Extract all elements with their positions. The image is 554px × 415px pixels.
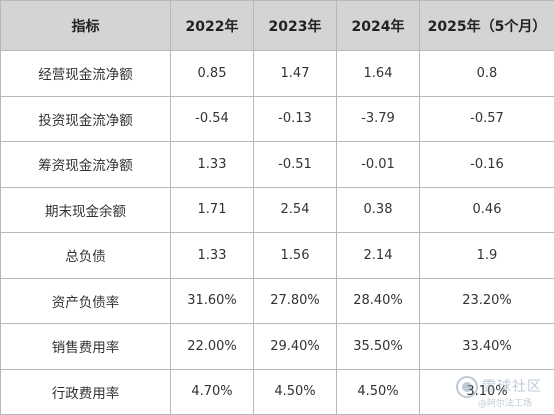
table-cell: 4.50% [337,369,420,415]
row-label: 筹资现金流净额 [1,142,171,188]
header-2024: 2024年 [337,1,420,51]
header-2023: 2023年 [254,1,337,51]
table-cell: 1.56 [254,233,337,279]
table-cell: 31.60% [171,278,254,324]
table-cell: 1.71 [171,187,254,233]
table-cell: 35.50% [337,324,420,370]
table-cell: 28.40% [337,278,420,324]
table-cell: -0.01 [337,142,420,188]
table-cell: 1.47 [254,51,337,97]
table-row: 行政费用率 4.70% 4.50% 4.50% 3.10% [1,369,554,415]
table-cell: -0.13 [254,96,337,142]
table-cell: 0.8 [420,51,554,97]
table-row: 销售费用率 22.00% 29.40% 35.50% 33.40% [1,324,554,370]
table-row: 资产负债率 31.60% 27.80% 28.40% 23.20% [1,278,554,324]
table-cell: -0.16 [420,142,554,188]
header-row: 指标 2022年 2023年 2024年 2025年（5个月） [1,1,554,51]
table-cell: 1.33 [171,233,254,279]
table-cell: -3.79 [337,96,420,142]
table-row: 总负债 1.33 1.56 2.14 1.9 [1,233,554,279]
header-indicator: 指标 [1,1,171,51]
table-cell: -0.54 [171,96,254,142]
row-label: 总负债 [1,233,171,279]
table-row: 筹资现金流净额 1.33 -0.51 -0.01 -0.16 [1,142,554,188]
table-body: 经营现金流净额 0.85 1.47 1.64 0.8 投资现金流净额 -0.54… [1,51,554,415]
row-label: 投资现金流净额 [1,96,171,142]
table-cell: 22.00% [171,324,254,370]
table-cell: 33.40% [420,324,554,370]
table-cell: 0.85 [171,51,254,97]
table-cell: 1.64 [337,51,420,97]
table-cell: 23.20% [420,278,554,324]
table-row: 经营现金流净额 0.85 1.47 1.64 0.8 [1,51,554,97]
header-2022: 2022年 [171,1,254,51]
table-cell: -0.51 [254,142,337,188]
table-header: 指标 2022年 2023年 2024年 2025年（5个月） [1,1,554,51]
table-row: 期末现金余额 1.71 2.54 0.38 0.46 [1,187,554,233]
table-cell: 0.38 [337,187,420,233]
table-cell: 0.46 [420,187,554,233]
table-cell: 29.40% [254,324,337,370]
header-2025: 2025年（5个月） [420,1,554,51]
table-cell: 4.50% [254,369,337,415]
table-cell: 1.33 [171,142,254,188]
row-label: 行政费用率 [1,369,171,415]
row-label: 销售费用率 [1,324,171,370]
table-row: 投资现金流净额 -0.54 -0.13 -3.79 -0.57 [1,96,554,142]
table-cell: 2.14 [337,233,420,279]
table-cell: 1.9 [420,233,554,279]
row-label: 资产负债率 [1,278,171,324]
table-cell: 2.54 [254,187,337,233]
table-cell: 3.10% [420,369,554,415]
row-label: 期末现金余额 [1,187,171,233]
table-cell: 4.70% [171,369,254,415]
table-cell: 27.80% [254,278,337,324]
row-label: 经营现金流净额 [1,51,171,97]
table-cell: -0.57 [420,96,554,142]
